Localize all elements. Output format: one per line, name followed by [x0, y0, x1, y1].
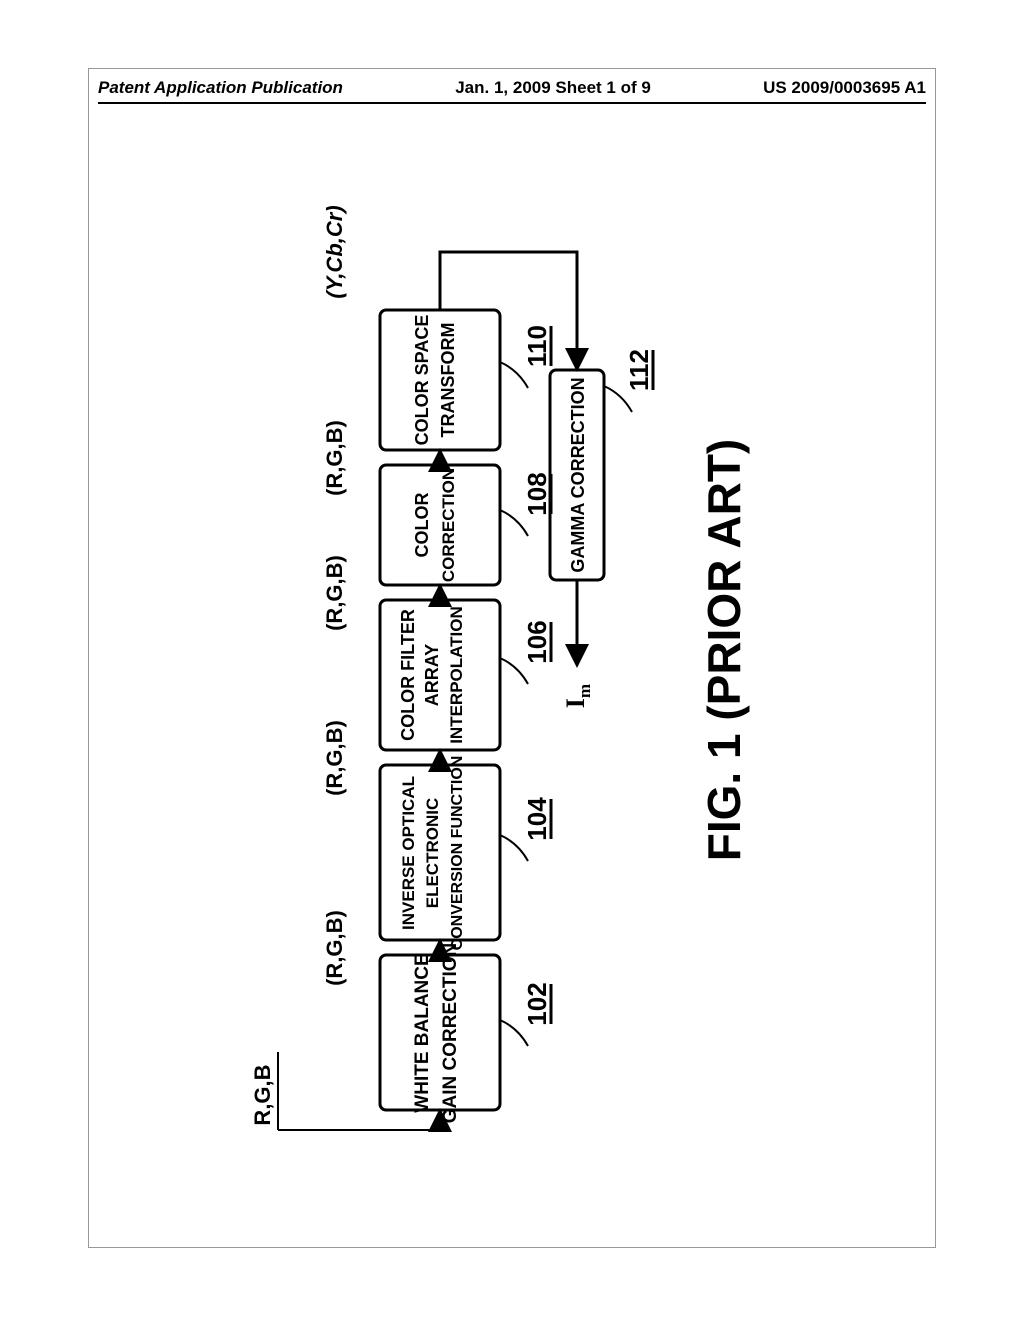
page-header: Patent Application Publication Jan. 1, 2…: [88, 78, 936, 98]
diagram-wrap: R,G,B WHITE BALANCE GAIN CORRECTION 102 …: [0, 330, 1010, 990]
block-112: GAMMA CORRECTION 112: [550, 349, 654, 580]
sig-after-110: (Y,Cb,Cr): [322, 205, 347, 298]
block-102-line1: WHITE BALANCE: [412, 953, 433, 1112]
block-106-line3: INTERPOLATION: [447, 606, 466, 744]
block-104: INVERSE OPTICAL ELECTRONIC CONVERSION FU…: [380, 756, 552, 951]
ref-112: 112: [624, 349, 654, 391]
block-106-line2: ARRAY: [422, 644, 442, 706]
block-110: COLOR SPACE TRANSFORM 110: [380, 310, 552, 450]
figure-svg: R,G,B WHITE BALANCE GAIN CORRECTION 102 …: [170, 150, 830, 1170]
block-102: WHITE BALANCE GAIN CORRECTION 102: [380, 943, 552, 1124]
block-104-line2: ELECTRONIC: [423, 798, 442, 909]
sig-after-106: (R,G,B): [322, 555, 347, 631]
header-rule: [98, 102, 926, 104]
block-110-line2: TRANSFORM: [438, 323, 458, 438]
block-102-line2: GAIN CORRECTION: [440, 943, 461, 1124]
sig-after-104: (R,G,B): [322, 720, 347, 796]
ref-110: 110: [522, 325, 552, 367]
block-108-line1: COLOR: [412, 493, 432, 558]
sig-after-102: (R,G,B): [322, 910, 347, 986]
input-label: R,G,B: [250, 1064, 275, 1125]
ref-108: 108: [522, 472, 552, 515]
block-104-line1: INVERSE OPTICAL: [399, 776, 418, 930]
output-symbol: Im: [561, 684, 594, 708]
block-104-line3: CONVERSION FUNCTION: [449, 756, 466, 951]
block-106-line1: COLOR FILTER: [398, 609, 418, 741]
ref-102: 102: [522, 982, 552, 1025]
block-108: COLOR CORRECTION 108: [380, 465, 552, 585]
ref-104: 104: [522, 797, 552, 841]
sig-after-108: (R,G,B): [322, 420, 347, 496]
header-right: US 2009/0003695 A1: [763, 78, 936, 98]
block-108-line2: CORRECTION: [439, 468, 458, 582]
block-106: COLOR FILTER ARRAY INTERPOLATION 106: [380, 600, 552, 750]
block-110-line1: COLOR SPACE: [412, 315, 432, 446]
block-112-line1: GAMMA CORRECTION: [568, 377, 588, 572]
ref-106: 106: [522, 620, 552, 663]
header-center: Jan. 1, 2009 Sheet 1 of 9: [455, 78, 651, 98]
header-left: Patent Application Publication: [88, 78, 343, 98]
figure-title: FIG. 1 (PRIOR ART): [698, 439, 750, 862]
